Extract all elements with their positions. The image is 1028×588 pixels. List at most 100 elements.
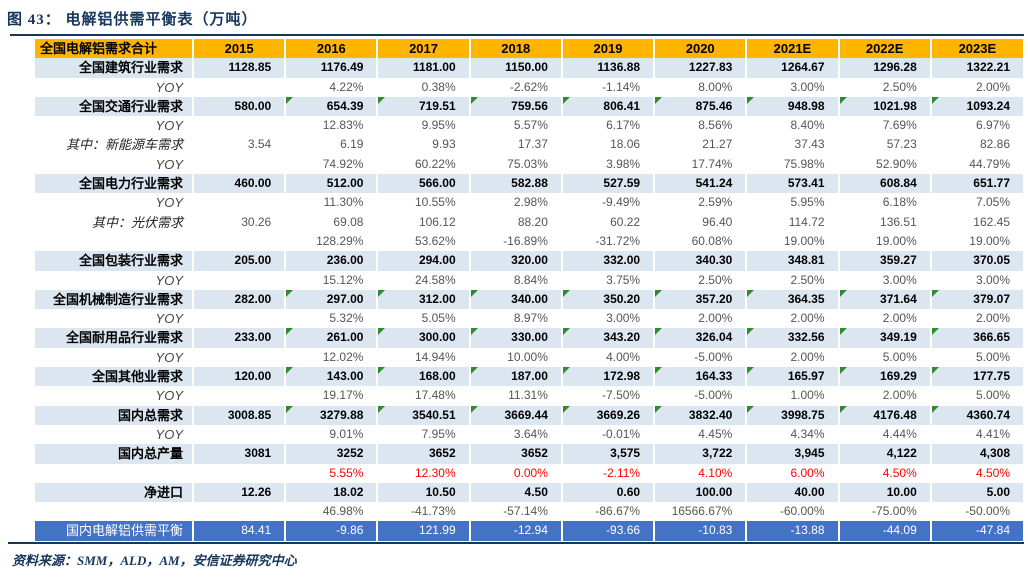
column-header-year: 2023E — [930, 39, 1023, 59]
table-cell: 5.55% — [285, 463, 379, 483]
table-cell: 84.41 — [193, 521, 287, 541]
table-cell: 10.00 — [838, 482, 932, 503]
table-cell: -93.66 — [561, 521, 656, 541]
excel-flag-triangle-icon — [562, 367, 570, 375]
table-cell: 37.43 — [746, 135, 840, 155]
excel-flag-triangle-icon — [839, 96, 847, 104]
table-cell: 3252 — [285, 444, 379, 464]
table-cell: 3.00% — [930, 270, 1023, 290]
table-cell: 1296.28 — [838, 58, 932, 78]
table-cell: 2.00% — [654, 309, 748, 329]
excel-flag-triangle-icon — [470, 96, 478, 104]
table-cell: 4.22% — [285, 77, 379, 97]
excel-flag-triangle-icon — [931, 328, 939, 336]
table-cell: 348.81 — [746, 251, 840, 271]
table-cell: 7.69% — [838, 116, 932, 136]
excel-flag-triangle-icon — [562, 96, 570, 104]
excel-flag-triangle-icon — [378, 289, 386, 297]
table-cell: 100.00 — [654, 482, 748, 503]
table-cell: 10.55% — [377, 193, 471, 213]
excel-flag-triangle-icon — [378, 328, 386, 336]
column-header-year: 2017 — [377, 39, 471, 59]
table-cell: 759.56 — [469, 96, 563, 117]
table-cell: 10.00% — [469, 347, 563, 368]
table-cell: 3008.85 — [193, 405, 287, 425]
table-cell — [193, 231, 287, 252]
row-label — [35, 502, 194, 522]
table-cell: 3.00% — [838, 270, 932, 290]
table-cell: 5.32% — [285, 309, 379, 329]
table-row: YOY 12.02% 14.94% 10.00% 4.00% -5.00% 2.… — [35, 347, 1023, 368]
table-cell: 4176.48 — [838, 405, 932, 425]
table-cell: -60.00% — [746, 502, 840, 522]
table-cell — [193, 270, 287, 290]
row-label: 全国耐用品行业需求 — [35, 328, 194, 348]
column-header-year: 2022E — [838, 39, 932, 59]
row-label: 全国交通行业需求 — [35, 96, 194, 117]
table-cell: -10.83 — [654, 521, 748, 541]
table-cell: 4.45% — [654, 424, 748, 445]
excel-flag-triangle-icon — [470, 289, 478, 297]
table-cell: 10.50 — [377, 482, 471, 503]
table-cell: 3832.40 — [654, 405, 748, 425]
supply-demand-table: 全国电解铝需求合计 2015 2016 2017 2018 2019 2020 … — [35, 39, 1023, 541]
table-cell: 5.57% — [469, 116, 563, 136]
row-label: YOY — [35, 77, 194, 97]
table-cell: 5.95% — [746, 193, 840, 213]
table-cell: -41.73% — [377, 502, 471, 522]
column-header-year: 2018 — [469, 39, 563, 59]
excel-flag-triangle-icon — [562, 405, 570, 413]
table-cell: 349.19 — [838, 328, 932, 348]
table-cell: 5.05% — [377, 309, 471, 329]
table-cell: 9.95% — [377, 116, 471, 136]
column-header-year: 2016 — [285, 39, 379, 59]
row-label: YOY — [35, 270, 194, 290]
excel-flag-triangle-icon — [286, 289, 294, 297]
table-cell: 21.27 — [654, 135, 748, 155]
table-cell: 3.54 — [193, 135, 287, 155]
table-cell: 12.30% — [377, 463, 471, 483]
table-cell: 4.44% — [838, 424, 932, 445]
table-cell: 1227.83 — [654, 58, 748, 78]
table-cell — [193, 424, 287, 445]
table-cell: 3081 — [193, 444, 287, 464]
table-cell: 121.99 — [377, 521, 471, 541]
table-row: 其中：新能源车需求 3.54 6.19 9.93 17.37 18.06 21.… — [35, 135, 1023, 155]
table-header: 全国电解铝需求合计 2015 2016 2017 2018 2019 2020 … — [35, 39, 1023, 59]
row-label: 净进口 — [35, 482, 194, 503]
table-row: YOY 19.17% 17.48% 11.31% -7.50% -5.00% 1… — [35, 386, 1023, 406]
table-cell: 24.58% — [377, 270, 471, 290]
table-cell: 5.00% — [930, 347, 1023, 368]
table-cell: -86.67% — [561, 502, 656, 522]
table-cell: 3279.88 — [285, 405, 379, 425]
table-cell: 1264.67 — [746, 58, 840, 78]
table-cell: 326.04 — [654, 328, 748, 348]
table-cell: 128.29% — [285, 231, 379, 252]
table-cell: 3652 — [377, 444, 471, 464]
table-cell: 3,945 — [746, 444, 840, 464]
table-cell: 282.00 — [193, 289, 287, 310]
figure-title: 图 43： 电解铝供需平衡表（万吨） — [7, 12, 258, 28]
table-cell: 359.27 — [838, 251, 932, 271]
table-row: 全国其他业需求 120.00 143.00 168.00 187.00 172.… — [35, 367, 1023, 387]
table-row: 全国机械制造行业需求 282.00 297.00 312.00 340.00 3… — [35, 289, 1023, 310]
table-cell: -9.86 — [285, 521, 379, 541]
table-cell — [193, 154, 287, 175]
table-cell: 332.56 — [746, 328, 840, 348]
table-cell: 512.00 — [285, 174, 379, 194]
row-label — [35, 463, 194, 483]
table-cell: 19.00% — [838, 231, 932, 252]
table-cell: 11.30% — [285, 193, 379, 213]
table-cell: 75.03% — [469, 154, 563, 175]
table-cell: -47.84 — [930, 521, 1023, 541]
column-header-year: 2015 — [193, 39, 287, 59]
table-cell: 19.17% — [285, 386, 379, 406]
table-cell: 2.50% — [654, 270, 748, 290]
table-cell: 4.00% — [561, 347, 656, 368]
excel-flag-triangle-icon — [839, 289, 847, 297]
table-cell: 88.20 — [469, 212, 563, 232]
table-cell: 364.35 — [746, 289, 840, 310]
excel-flag-triangle-icon — [655, 96, 663, 104]
table-cell: 379.07 — [930, 289, 1023, 310]
table-cell: 541.24 — [654, 174, 748, 194]
